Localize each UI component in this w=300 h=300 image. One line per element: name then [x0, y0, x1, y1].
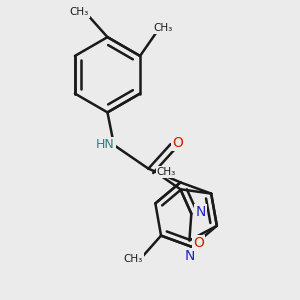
Text: CH₃: CH₃ [70, 7, 89, 17]
Text: CH₃: CH₃ [153, 23, 172, 34]
Text: HN: HN [96, 138, 115, 151]
Text: CH₃: CH₃ [157, 167, 176, 177]
Text: O: O [172, 136, 183, 150]
Text: O: O [193, 236, 204, 250]
Text: CH₃: CH₃ [124, 254, 143, 264]
Text: N: N [195, 205, 206, 219]
Text: N: N [185, 249, 195, 263]
